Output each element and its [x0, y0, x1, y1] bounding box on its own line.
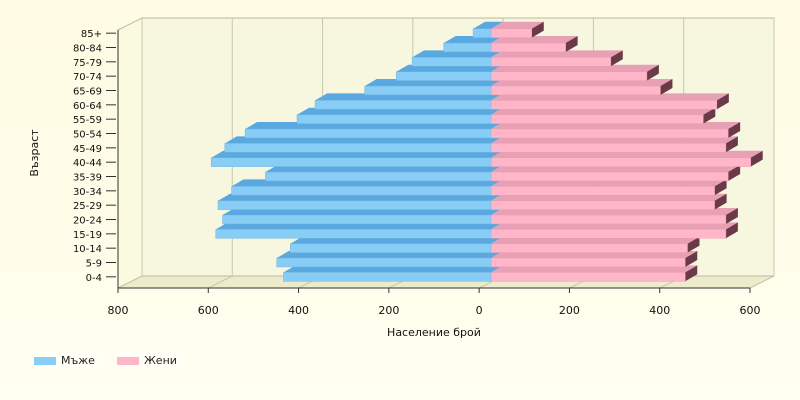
bar-female-side	[685, 265, 698, 282]
x-tick-label: 200	[378, 304, 399, 317]
bar-female	[490, 143, 727, 153]
y-tick-label: 65-69	[73, 87, 102, 98]
x-tick-label: 800	[108, 304, 129, 317]
y-tick-label: 5-9	[86, 259, 102, 270]
bar-female-side	[714, 179, 727, 196]
y-tick-label: 75-79	[73, 58, 102, 69]
bar-female	[490, 186, 715, 196]
y-tick-label: 10-14	[73, 244, 102, 255]
y-tick-label: 35-39	[73, 173, 102, 184]
bar-female-side	[660, 79, 673, 95]
y-tick-label: 25-29	[73, 201, 102, 212]
bar-male	[443, 42, 492, 53]
bar-female	[490, 272, 686, 282]
legend-swatch-male	[34, 356, 56, 365]
legend-item-male[interactable]: Мъже	[30, 352, 99, 369]
legend-swatch-female	[116, 356, 139, 365]
bar-female	[490, 171, 729, 182]
bar-male	[222, 214, 492, 225]
bar-male	[244, 128, 492, 139]
bar-male	[472, 28, 492, 38]
bar-female	[490, 100, 718, 110]
x-tick-label: 600	[740, 304, 761, 317]
bar-female	[490, 85, 661, 96]
y-tick-label: 55-59	[73, 115, 102, 126]
bar-male	[396, 71, 492, 81]
bar-male	[217, 200, 492, 210]
y-axis-title: Възраст	[28, 129, 41, 177]
bar-female-side	[725, 208, 738, 224]
x-tick-label: 400	[649, 304, 670, 317]
bar-male	[215, 229, 492, 239]
bar-male	[364, 85, 492, 96]
bar-male	[290, 243, 492, 253]
grid-line-floor	[117, 275, 143, 289]
bar-male	[231, 186, 492, 196]
legend-label-male: Мъже	[61, 354, 95, 367]
x-tick-label: 200	[559, 304, 580, 317]
bar-female-top	[491, 21, 544, 29]
bar-female-side	[646, 64, 659, 81]
grid-line-floor	[749, 275, 775, 289]
bar-female-side	[728, 165, 741, 181]
bar-female-side	[687, 236, 700, 253]
y-tick-label: 40-44	[73, 158, 102, 169]
y-tick-label: 20-24	[73, 216, 102, 227]
legend-item-female[interactable]: Жени	[112, 352, 181, 369]
bar-male	[283, 272, 492, 282]
bar-female	[490, 229, 727, 239]
grid-line-floor	[208, 275, 233, 289]
bar-female-side	[725, 222, 738, 239]
bar-female-side	[610, 50, 623, 67]
bar-female	[490, 200, 715, 210]
bar-female-side	[716, 93, 729, 110]
bar-female	[490, 128, 729, 139]
bar-female	[490, 71, 648, 81]
x-tick-label: 400	[288, 304, 309, 317]
bar-male	[265, 171, 492, 182]
y-tick-label: 45-49	[73, 144, 102, 155]
y-tick-label: 0-4	[86, 273, 102, 284]
x-axis-title: Население брой	[387, 326, 481, 339]
bar-female	[490, 157, 751, 167]
bar-female-side	[728, 122, 741, 138]
chart-left-wall	[117, 17, 143, 289]
bar-male	[211, 157, 492, 167]
bar-female	[490, 257, 686, 268]
legend-label-female: Жени	[143, 354, 177, 367]
bar-female	[490, 214, 727, 225]
y-tick-label: 80-84	[73, 44, 102, 55]
bar-female-side	[565, 36, 578, 52]
y-tick-label: 85+	[81, 29, 102, 40]
bar-female	[490, 243, 688, 253]
bar-male	[411, 57, 492, 67]
y-tick-label: 70-74	[73, 72, 102, 83]
bar-male	[276, 257, 492, 268]
bar-female	[490, 57, 612, 67]
bar-male	[314, 100, 492, 110]
bar-female-side	[725, 136, 738, 153]
bar-male	[296, 114, 492, 124]
x-tick-label: 600	[198, 304, 219, 317]
bar-female	[490, 28, 533, 38]
x-tick-label: 0	[476, 304, 483, 317]
bar-male	[224, 143, 492, 153]
bar-female	[490, 42, 566, 53]
y-tick-label: 50-54	[73, 130, 102, 141]
y-tick-label: 30-34	[73, 187, 102, 198]
y-tick-label: 15-19	[73, 230, 102, 241]
bar-female-side	[531, 21, 544, 38]
bar-female-side	[714, 193, 727, 210]
bar-female-side	[703, 107, 716, 124]
bar-male-top	[473, 21, 504, 29]
bar-female-side	[750, 150, 763, 167]
bar-female	[490, 114, 704, 124]
legend: Мъже Жени	[30, 352, 181, 369]
y-tick-label: 60-64	[73, 101, 102, 112]
bar-female-side	[685, 251, 698, 267]
